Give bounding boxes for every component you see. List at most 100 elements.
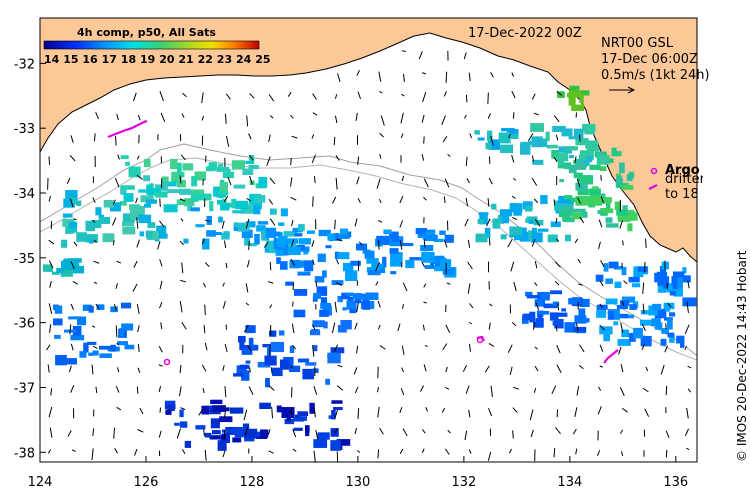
current-vector (73, 218, 77, 221)
current-vector (139, 407, 144, 415)
current-vector (357, 91, 361, 100)
y-tick-label: -32 (14, 57, 35, 72)
sst-pixel (318, 229, 331, 237)
current-vector (133, 260, 138, 268)
sst-pixel (259, 429, 269, 438)
current-vector (158, 345, 163, 353)
current-vector (160, 112, 166, 122)
sst-pixel (269, 330, 277, 337)
sst-pixel (345, 270, 358, 282)
sst-pixel (120, 201, 127, 206)
current-vector (620, 451, 624, 457)
sst-pixel (507, 129, 519, 136)
sst-pixel (102, 233, 115, 243)
sst-pixel (615, 313, 629, 319)
current-vector (530, 429, 534, 438)
sst-pixel (120, 302, 132, 309)
x-tick-label: 126 (134, 475, 159, 490)
current-vector (264, 241, 269, 248)
current-vector (380, 115, 385, 126)
current-vector (91, 364, 94, 375)
sst-pixel (582, 123, 596, 132)
sst-pixel (121, 185, 135, 190)
current-vector (181, 262, 184, 274)
current-vector (356, 302, 359, 313)
sst-pixel (281, 407, 295, 418)
current-vector (159, 301, 163, 309)
sst-pixel (285, 281, 294, 286)
current-vector (292, 301, 294, 307)
sst-pixel (672, 271, 685, 278)
sst-pixel (423, 234, 438, 241)
sst-pixel (244, 428, 258, 439)
current-vector (114, 177, 120, 188)
current-vector (49, 280, 52, 288)
sst-pixel (497, 214, 504, 224)
current-vector (269, 344, 271, 356)
sst-pixel (346, 300, 357, 310)
sst-pixel (627, 223, 633, 232)
current-vector (269, 304, 273, 309)
plot-frame (39, 17, 698, 463)
current-vector (599, 344, 604, 352)
current-vector (423, 283, 427, 288)
sst-pixel (182, 163, 194, 171)
sst-pixel (605, 201, 611, 212)
current-vector (290, 157, 292, 166)
current-vector (600, 196, 605, 203)
sst-pixel (333, 233, 340, 238)
current-vector (378, 240, 380, 250)
current-vector (223, 240, 227, 248)
current-vector (181, 113, 185, 118)
sst-pixel (579, 93, 584, 104)
current-vector (357, 156, 360, 165)
sst-pixel (586, 147, 600, 152)
drifter-track (603, 349, 619, 364)
current-vector (179, 175, 182, 184)
sst-pixel (66, 358, 77, 365)
sst-pixel (221, 429, 230, 433)
sst-pixel (87, 341, 97, 346)
sst-pixel (218, 216, 223, 223)
current-vector (487, 113, 491, 119)
current-vector (290, 196, 297, 201)
current-vector (445, 324, 451, 334)
sst-pixel (110, 306, 118, 313)
current-vector (92, 345, 98, 349)
sst-field (42, 85, 697, 451)
y-axis: -32 -33 -34 -35 -36 -37 -38 (14, 57, 46, 461)
current-vector (268, 450, 274, 454)
current-vector (531, 177, 538, 186)
sst-pixel (220, 434, 227, 445)
current-vector (204, 262, 210, 268)
sst-pixel (614, 201, 621, 210)
current-vector (267, 429, 271, 436)
current-vector (578, 344, 585, 353)
sst-pixel (621, 184, 634, 190)
sst-pixel (433, 255, 445, 265)
argo-floats (163, 336, 484, 366)
sst-pixel (420, 245, 434, 252)
sst-pixel (82, 304, 92, 311)
current-vector (354, 386, 359, 394)
current-vector (513, 281, 517, 292)
sst-pixel (305, 425, 310, 434)
current-vector (467, 283, 471, 294)
sst-pixel (533, 321, 544, 328)
current-vector (423, 196, 427, 201)
sst-pixel (611, 151, 622, 157)
current-vector (447, 154, 451, 157)
sst-pixel (342, 307, 347, 311)
sst-pixel (206, 215, 212, 225)
sst-pixel (123, 193, 134, 202)
sst-pixel (556, 157, 569, 162)
sst-pixel (242, 168, 254, 176)
current-vector (225, 93, 231, 100)
current-vector (311, 240, 315, 247)
current-vector (179, 198, 186, 202)
sst-pixel (109, 202, 122, 212)
current-vector (579, 134, 581, 142)
sst-pixel (88, 352, 95, 356)
current-vector (621, 407, 628, 413)
sst-pixel (589, 195, 603, 206)
